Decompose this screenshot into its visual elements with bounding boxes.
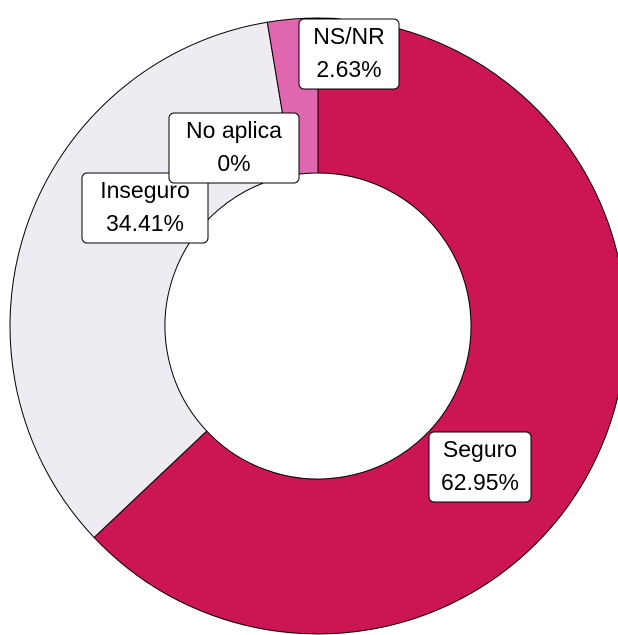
label-box: [298, 18, 400, 90]
slice-label: NS/NR 2.63%: [298, 18, 400, 90]
slice-label: Seguro 62.95%: [428, 431, 532, 503]
label-value: 0%: [217, 150, 250, 176]
label-box: [428, 431, 532, 503]
label-name: Seguro: [443, 436, 517, 462]
label-value: 62.95%: [441, 469, 519, 495]
label-name: NS/NR: [313, 23, 385, 49]
label-name: No aplica: [186, 117, 282, 143]
label-box: [168, 112, 300, 184]
label-box: [81, 172, 209, 244]
slice-label: No aplica 0%: [168, 112, 300, 184]
label-value: 34.41%: [106, 210, 184, 236]
slice: [9, 21, 294, 539]
label-value: 2.63%: [316, 56, 381, 82]
